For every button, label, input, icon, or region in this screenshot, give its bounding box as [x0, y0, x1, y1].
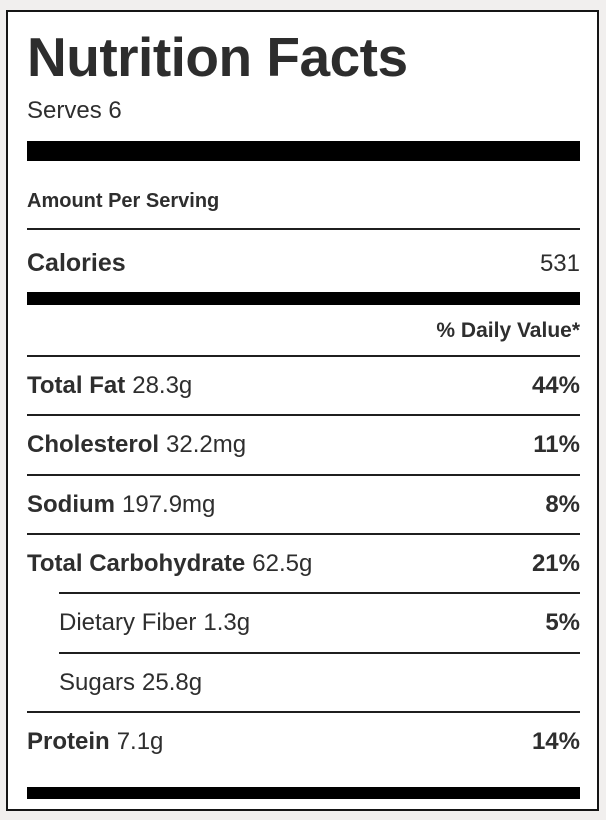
- separator-rule: [59, 592, 580, 595]
- nutrient-name: Dietary Fiber: [59, 609, 197, 637]
- nutrient-name: Sugars: [59, 668, 136, 696]
- header-separator-bar: [27, 141, 580, 162]
- separator-rule: [27, 414, 580, 417]
- nutrient-rows: Total Fat 28.3g 44% Cholesterol 32.2mg 11%…: [27, 357, 580, 771]
- serves-text: Serves 6: [27, 96, 122, 124]
- calories-separator-bar: [27, 291, 580, 305]
- separator-rule: [27, 473, 580, 476]
- nutrient-percent: 14%: [531, 728, 580, 756]
- calories-row: Calories 531: [27, 230, 580, 292]
- nutrient-amount: 28.3g: [132, 371, 193, 399]
- nutrient-row: Dietary Fiber 1.3g 5%: [59, 594, 580, 651]
- nutrient-name-amount: Total Carbohydrate 62.5g: [27, 548, 312, 580]
- separator-rule: [27, 711, 580, 714]
- calories-label: Calories: [27, 249, 126, 278]
- nutrient-name: Cholesterol: [27, 431, 160, 459]
- footer-bar: [27, 786, 580, 799]
- nutrient-name-amount: Dietary Fiber 1.3g: [59, 607, 250, 639]
- nutrient-amount: 197.9mg: [122, 490, 216, 518]
- nutrient-amount: 1.3g: [203, 609, 251, 637]
- nutrient-amount: 62.5g: [252, 550, 313, 578]
- nutrient-name: Total Fat: [27, 371, 126, 399]
- nutrient-name: Total Carbohydrate: [27, 550, 246, 578]
- calories-value: 531: [539, 250, 580, 278]
- nutrient-name-amount: Sodium 197.9mg: [27, 489, 215, 521]
- label-title: Nutrition Facts: [27, 26, 408, 88]
- nutrient-name: Protein: [27, 728, 110, 756]
- nutrient-name-amount: Sugars 25.8g: [59, 667, 202, 699]
- amount-per-serving-heading: Amount Per Serving: [27, 161, 580, 231]
- nutrient-row: Protein 7.1g 14%: [27, 713, 580, 770]
- nutrient-name-amount: Cholesterol 32.2mg: [27, 429, 246, 461]
- nutrient-row: Cholesterol 32.2mg 11%: [27, 416, 580, 473]
- nutrient-name-amount: Total Fat 28.3g: [27, 370, 192, 402]
- nutrient-name-amount: Protein 7.1g: [27, 726, 163, 758]
- nutrient-row: Sugars 25.8g: [59, 654, 580, 711]
- separator-rule: [59, 651, 580, 654]
- nutrient-amount: 7.1g: [116, 728, 164, 756]
- nutrient-row: Total Carbohydrate 62.5g 21%: [27, 535, 580, 592]
- nutrient-percent: 11%: [533, 431, 580, 459]
- nutrient-amount: 32.2mg: [166, 431, 247, 459]
- daily-value-header: % Daily Value*: [27, 305, 580, 357]
- nutrient-name: Sodium: [27, 490, 115, 518]
- separator-rule: [27, 533, 580, 536]
- nutrition-facts-label: Nutrition Facts Serves 6 Amount Per Serv…: [6, 10, 599, 811]
- nutrient-percent: 21%: [531, 550, 580, 578]
- nutrient-row: Sodium 197.9mg 8%: [27, 476, 580, 533]
- nutrient-row: Total Fat 28.3g 44%: [27, 357, 580, 414]
- nutrient-percent: 8%: [545, 490, 580, 518]
- nutrient-percent: 44%: [531, 371, 580, 399]
- nutrient-amount: 25.8g: [142, 668, 203, 696]
- nutrient-percent: 5%: [545, 609, 580, 637]
